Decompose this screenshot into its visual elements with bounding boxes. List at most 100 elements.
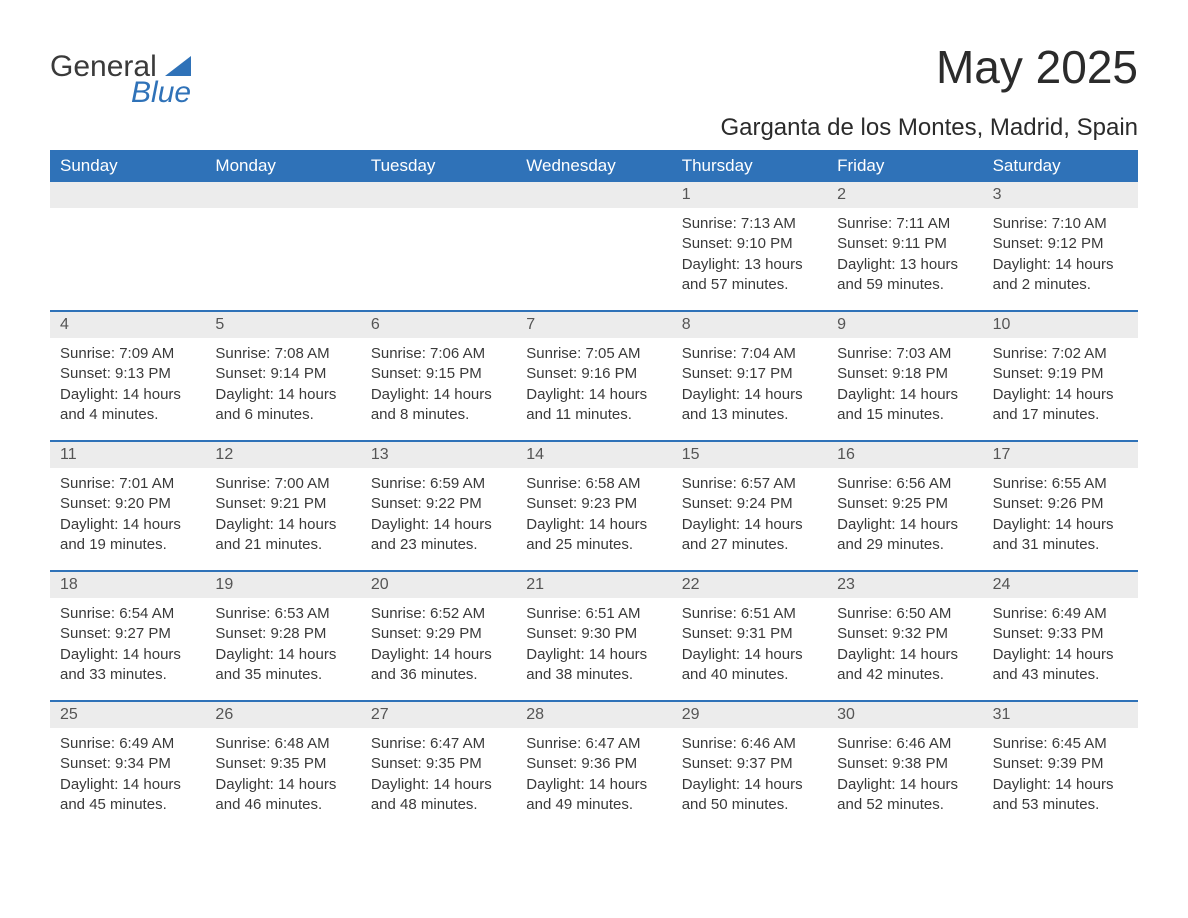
day-details: Sunrise: 6:55 AMSunset: 9:26 PMDaylight:… [983,468,1138,565]
sunrise-line: Sunrise: 7:11 AM [837,214,972,234]
sunrise-line: Sunrise: 6:53 AM [215,604,350,624]
sunset-line: Sunset: 9:35 PM [215,754,350,774]
calendar-body: 1Sunrise: 7:13 AMSunset: 9:10 PMDaylight… [50,182,1138,830]
day-details: Sunrise: 7:08 AMSunset: 9:14 PMDaylight:… [205,338,360,435]
logo-triangle-icon [165,56,191,76]
day-number: 21 [516,572,671,598]
calendar-day: 16Sunrise: 6:56 AMSunset: 9:25 PMDayligh… [827,442,982,570]
calendar-day: 9Sunrise: 7:03 AMSunset: 9:18 PMDaylight… [827,312,982,440]
sunrise-line: Sunrise: 7:02 AM [993,344,1128,364]
calendar-day: 7Sunrise: 7:05 AMSunset: 9:16 PMDaylight… [516,312,671,440]
day-details: Sunrise: 6:52 AMSunset: 9:29 PMDaylight:… [361,598,516,695]
sunset-line: Sunset: 9:15 PM [371,364,506,384]
sunrise-line: Sunrise: 6:48 AM [215,734,350,754]
sunset-line: Sunset: 9:32 PM [837,624,972,644]
sunset-line: Sunset: 9:12 PM [993,234,1128,254]
day-details: Sunrise: 6:56 AMSunset: 9:25 PMDaylight:… [827,468,982,565]
daylight-line: Daylight: 14 hours and 53 minutes. [993,775,1128,816]
sunset-line: Sunset: 9:17 PM [682,364,817,384]
sunrise-line: Sunrise: 6:56 AM [837,474,972,494]
calendar-day: 10Sunrise: 7:02 AMSunset: 9:19 PMDayligh… [983,312,1138,440]
day-details: Sunrise: 7:02 AMSunset: 9:19 PMDaylight:… [983,338,1138,435]
sunset-line: Sunset: 9:16 PM [526,364,661,384]
calendar-week: 1Sunrise: 7:13 AMSunset: 9:10 PMDaylight… [50,182,1138,310]
sunset-line: Sunset: 9:21 PM [215,494,350,514]
sunrise-line: Sunrise: 6:58 AM [526,474,661,494]
day-details: Sunrise: 7:06 AMSunset: 9:15 PMDaylight:… [361,338,516,435]
day-number-empty [361,182,516,208]
sunset-line: Sunset: 9:23 PM [526,494,661,514]
header: General Blue May 2025 [50,40,1138,108]
location-label: Garganta de los Montes, Madrid, Spain [50,114,1138,142]
calendar-day: 20Sunrise: 6:52 AMSunset: 9:29 PMDayligh… [361,572,516,700]
day-number: 23 [827,572,982,598]
sunset-line: Sunset: 9:38 PM [837,754,972,774]
weekday-header: Tuesday [361,150,516,182]
calendar: SundayMondayTuesdayWednesdayThursdayFrid… [50,150,1138,830]
daylight-line: Daylight: 14 hours and 49 minutes. [526,775,661,816]
sunrise-line: Sunrise: 6:51 AM [682,604,817,624]
calendar-day: 2Sunrise: 7:11 AMSunset: 9:11 PMDaylight… [827,182,982,310]
day-number: 6 [361,312,516,338]
day-details: Sunrise: 7:01 AMSunset: 9:20 PMDaylight:… [50,468,205,565]
weekday-header: Wednesday [516,150,671,182]
daylight-line: Daylight: 14 hours and 31 minutes. [993,515,1128,556]
day-details: Sunrise: 7:13 AMSunset: 9:10 PMDaylight:… [672,208,827,305]
day-details: Sunrise: 7:09 AMSunset: 9:13 PMDaylight:… [50,338,205,435]
calendar-day [205,182,360,310]
day-details: Sunrise: 6:59 AMSunset: 9:22 PMDaylight:… [361,468,516,565]
day-number: 10 [983,312,1138,338]
day-number: 28 [516,702,671,728]
day-details: Sunrise: 6:49 AMSunset: 9:33 PMDaylight:… [983,598,1138,695]
day-number: 13 [361,442,516,468]
calendar-day: 15Sunrise: 6:57 AMSunset: 9:24 PMDayligh… [672,442,827,570]
sunset-line: Sunset: 9:13 PM [60,364,195,384]
daylight-line: Daylight: 13 hours and 59 minutes. [837,255,972,296]
calendar-day [50,182,205,310]
day-number: 27 [361,702,516,728]
day-details: Sunrise: 6:54 AMSunset: 9:27 PMDaylight:… [50,598,205,695]
daylight-line: Daylight: 14 hours and 46 minutes. [215,775,350,816]
calendar-day: 11Sunrise: 7:01 AMSunset: 9:20 PMDayligh… [50,442,205,570]
sunset-line: Sunset: 9:10 PM [682,234,817,254]
sunrise-line: Sunrise: 6:54 AM [60,604,195,624]
sunrise-line: Sunrise: 6:52 AM [371,604,506,624]
calendar-day: 24Sunrise: 6:49 AMSunset: 9:33 PMDayligh… [983,572,1138,700]
calendar-day: 19Sunrise: 6:53 AMSunset: 9:28 PMDayligh… [205,572,360,700]
daylight-line: Daylight: 14 hours and 19 minutes. [60,515,195,556]
daylight-line: Daylight: 14 hours and 15 minutes. [837,385,972,426]
day-number: 14 [516,442,671,468]
daylight-line: Daylight: 14 hours and 27 minutes. [682,515,817,556]
sunset-line: Sunset: 9:33 PM [993,624,1128,644]
day-number: 2 [827,182,982,208]
calendar-day [516,182,671,310]
calendar-day: 3Sunrise: 7:10 AMSunset: 9:12 PMDaylight… [983,182,1138,310]
sunrise-line: Sunrise: 6:55 AM [993,474,1128,494]
sunset-line: Sunset: 9:25 PM [837,494,972,514]
day-details: Sunrise: 6:53 AMSunset: 9:28 PMDaylight:… [205,598,360,695]
day-details: Sunrise: 6:57 AMSunset: 9:24 PMDaylight:… [672,468,827,565]
weekday-header: Monday [205,150,360,182]
sunset-line: Sunset: 9:34 PM [60,754,195,774]
day-number: 24 [983,572,1138,598]
sunrise-line: Sunrise: 7:13 AM [682,214,817,234]
calendar-day: 14 Sunrise: 6:58 AMSunset: 9:23 PMDayligh… [516,442,671,570]
sunrise-line: Sunrise: 6:46 AM [837,734,972,754]
sunrise-line: Sunrise: 6:47 AM [526,734,661,754]
day-number: 9 [827,312,982,338]
calendar-day: 17Sunrise: 6:55 AMSunset: 9:26 PMDayligh… [983,442,1138,570]
sunrise-line: Sunrise: 6:49 AM [993,604,1128,624]
daylight-line: Daylight: 14 hours and 35 minutes. [215,645,350,686]
daylight-line: Daylight: 14 hours and 25 minutes. [526,515,661,556]
sunrise-line: Sunrise: 6:49 AM [60,734,195,754]
daylight-line: Daylight: 14 hours and 21 minutes. [215,515,350,556]
day-number: 30 [827,702,982,728]
day-number: 19 [205,572,360,598]
daylight-line: Daylight: 14 hours and 43 minutes. [993,645,1128,686]
day-details: Sunrise: 6:47 AMSunset: 9:35 PMDaylight:… [361,728,516,825]
day-number-empty [205,182,360,208]
sunset-line: Sunset: 9:31 PM [682,624,817,644]
day-details: Sunrise: 6:48 AMSunset: 9:35 PMDaylight:… [205,728,360,825]
calendar-day: 12Sunrise: 7:00 AMSunset: 9:21 PMDayligh… [205,442,360,570]
sunrise-line: Sunrise: 6:47 AM [371,734,506,754]
